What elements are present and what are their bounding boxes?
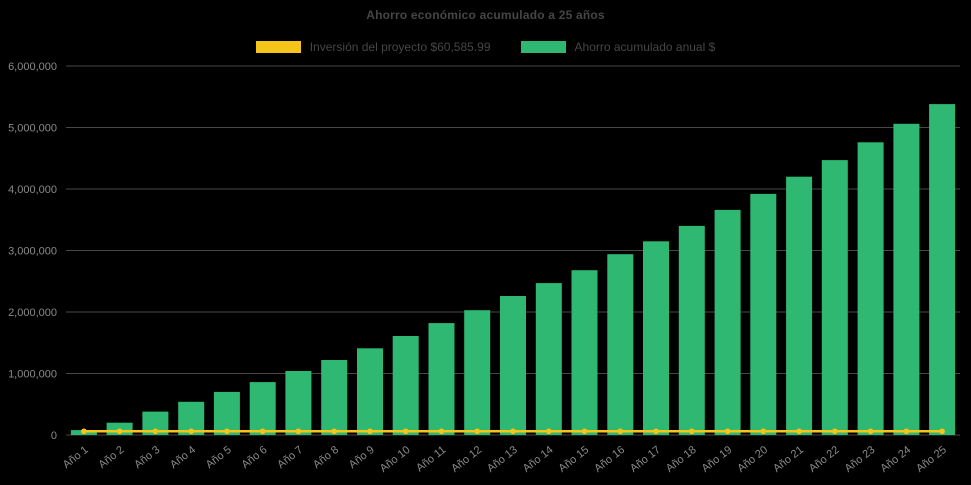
x-tick-label: Año 8: [311, 444, 341, 471]
bar-ano-6: [249, 382, 276, 435]
investment-point: [224, 428, 230, 435]
x-tick-label: Año 10: [378, 444, 413, 475]
investment-point: [546, 428, 552, 435]
investment-point: [510, 428, 516, 435]
x-tick-label: Año 15: [556, 444, 591, 475]
bar-ano-18: [678, 225, 705, 435]
investment-point: [402, 428, 409, 435]
bar-ano-7: [285, 371, 312, 435]
chart-title: Ahorro económico acumulado a 25 años: [366, 8, 605, 22]
x-tick-label: Año 6: [239, 444, 269, 471]
x-tick-label: Año 4: [168, 444, 198, 471]
investment-point: [760, 428, 767, 435]
x-tick-label: Año 18: [664, 444, 699, 475]
y-tick-label: 5,000,000: [8, 123, 57, 135]
x-tick-label: Año 1: [61, 444, 91, 471]
x-tick-label: Año 11: [414, 444, 448, 474]
investment-point: [367, 428, 373, 435]
y-tick-label: 0: [51, 430, 57, 442]
y-tick-label: 4,000,000: [8, 184, 57, 196]
investment-point: [295, 428, 302, 435]
bar-ano-22: [821, 160, 848, 435]
legend-item-ahorro[interactable]: Ahorro acumulado anual $: [520, 40, 716, 54]
bar-ano-10: [392, 336, 419, 435]
bar-ano-13: [500, 296, 526, 435]
investment-point: [152, 428, 159, 435]
x-tick-label: Año 21: [771, 444, 806, 475]
investment-point: [867, 428, 874, 435]
x-tick-label: Año 13: [485, 444, 520, 475]
investment-point: [617, 428, 624, 435]
bar-ano-5: [213, 391, 240, 435]
legend-swatch-ahorro: [520, 41, 566, 53]
bar-ano-9: [357, 348, 383, 435]
x-tick-label: Año 2: [96, 444, 126, 471]
x-tick-label: Año 9: [347, 444, 377, 471]
investment-point: [689, 428, 695, 435]
bar-ano-12: [464, 310, 491, 435]
y-tick-label: 6,000,000: [8, 61, 57, 73]
bar-ano-25: [929, 104, 956, 435]
x-tick-label: Año 12: [449, 444, 484, 475]
bar-ano-15: [571, 270, 598, 435]
x-tick-label: Año 20: [735, 444, 770, 475]
investment-point: [259, 428, 266, 435]
investment-point: [438, 428, 445, 435]
x-tick-label: Año 17: [628, 444, 663, 475]
y-tick-label: 2,000,000: [8, 307, 57, 319]
bar-ano-16: [607, 254, 634, 435]
x-tick-label: Año 24: [878, 444, 913, 475]
bar-ano-19: [714, 209, 741, 435]
x-tick-label: Año 5: [204, 444, 234, 471]
bar-ano-11: [428, 323, 455, 435]
investment-point: [653, 428, 659, 435]
legend-item-inversion[interactable]: Inversión del proyecto $60,585.99: [255, 40, 491, 54]
investment-point: [474, 428, 481, 435]
legend-label-inversion: Inversión del proyecto $60,585.99: [309, 40, 491, 54]
bar-ano-24: [893, 123, 920, 436]
bar-ano-8: [321, 360, 348, 435]
x-tick-label: Año 23: [843, 444, 878, 475]
chart-legend: Inversión del proyecto $60,585.99 Ahorro…: [0, 40, 971, 54]
x-tick-label: Año 22: [807, 444, 842, 475]
bar-ano-17: [643, 241, 669, 435]
x-tick-label: Año 14: [521, 444, 556, 475]
x-tick-label: Año 3: [132, 444, 162, 471]
bar-ano-14: [535, 283, 562, 435]
investment-point: [724, 428, 731, 435]
bar-ano-3: [142, 411, 169, 435]
x-tick-label: Año 7: [275, 444, 305, 471]
legend-swatch-inversion: [255, 41, 301, 53]
legend-label-ahorro: Ahorro acumulado anual $: [574, 40, 716, 54]
investment-point: [116, 428, 123, 435]
bar-ano-23: [857, 142, 884, 436]
bar-ano-20: [750, 193, 777, 435]
investment-point: [331, 428, 338, 435]
x-tick-label: Año 19: [700, 444, 735, 475]
investment-point: [796, 428, 802, 435]
investment-point: [903, 428, 910, 435]
x-tick-label: Año 25: [914, 444, 949, 475]
x-tick-label: Año 16: [592, 444, 627, 475]
investment-point: [939, 428, 945, 435]
y-tick-label: 3,000,000: [8, 246, 57, 258]
bar-ano-21: [786, 176, 813, 435]
investment-point: [188, 428, 194, 435]
investment-point: [581, 428, 588, 435]
y-tick-label: 1,000,000: [8, 369, 57, 381]
investment-point: [81, 428, 87, 435]
investment-point: [832, 428, 838, 435]
